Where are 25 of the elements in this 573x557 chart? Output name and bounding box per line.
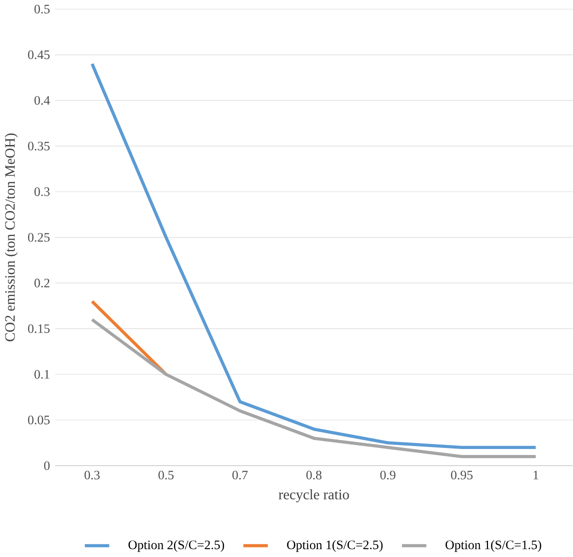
y-tick-label: 0.15: [28, 324, 50, 334]
legend-label: Option 1(S/C=2.5): [287, 540, 383, 552]
x-tick-label: 0.9: [380, 470, 396, 480]
y-tick-label: 0.05: [28, 416, 50, 424]
line-series: [90, 318, 538, 458]
x-tick-label: 0.5: [158, 470, 174, 480]
y-tick-label: 0.4: [34, 96, 50, 105]
x-tick-label: 0.95: [451, 470, 473, 480]
x-tick-label: 0.8: [306, 470, 322, 480]
y-tick-label: 0.25: [28, 233, 50, 242]
y-tick-label: 0: [44, 461, 50, 470]
y-tick-label: 0.1: [34, 370, 50, 379]
x-tick-label: 1: [534, 470, 538, 480]
x-axis-title: recycle ratio: [278, 489, 349, 502]
y-tick-label: 0.5: [34, 4, 50, 14]
x-tick-label: 0.3: [84, 470, 100, 480]
line-series: [90, 62, 538, 450]
y-tick-label: 0.2: [34, 278, 50, 288]
y-tick-label: 0.45: [28, 50, 50, 60]
legend-label: Option 1(S/C=1.5): [446, 540, 542, 552]
x-tick-label: 0.7: [232, 470, 248, 480]
y-tick-label: 0.3: [34, 187, 50, 196]
y-tick-label: 0.35: [28, 142, 50, 150]
legend-label: Option 2(S/C=2.5): [128, 540, 224, 552]
y-axis-title: CO2 emission (ton CO2/ton MeOH): [4, 134, 18, 342]
